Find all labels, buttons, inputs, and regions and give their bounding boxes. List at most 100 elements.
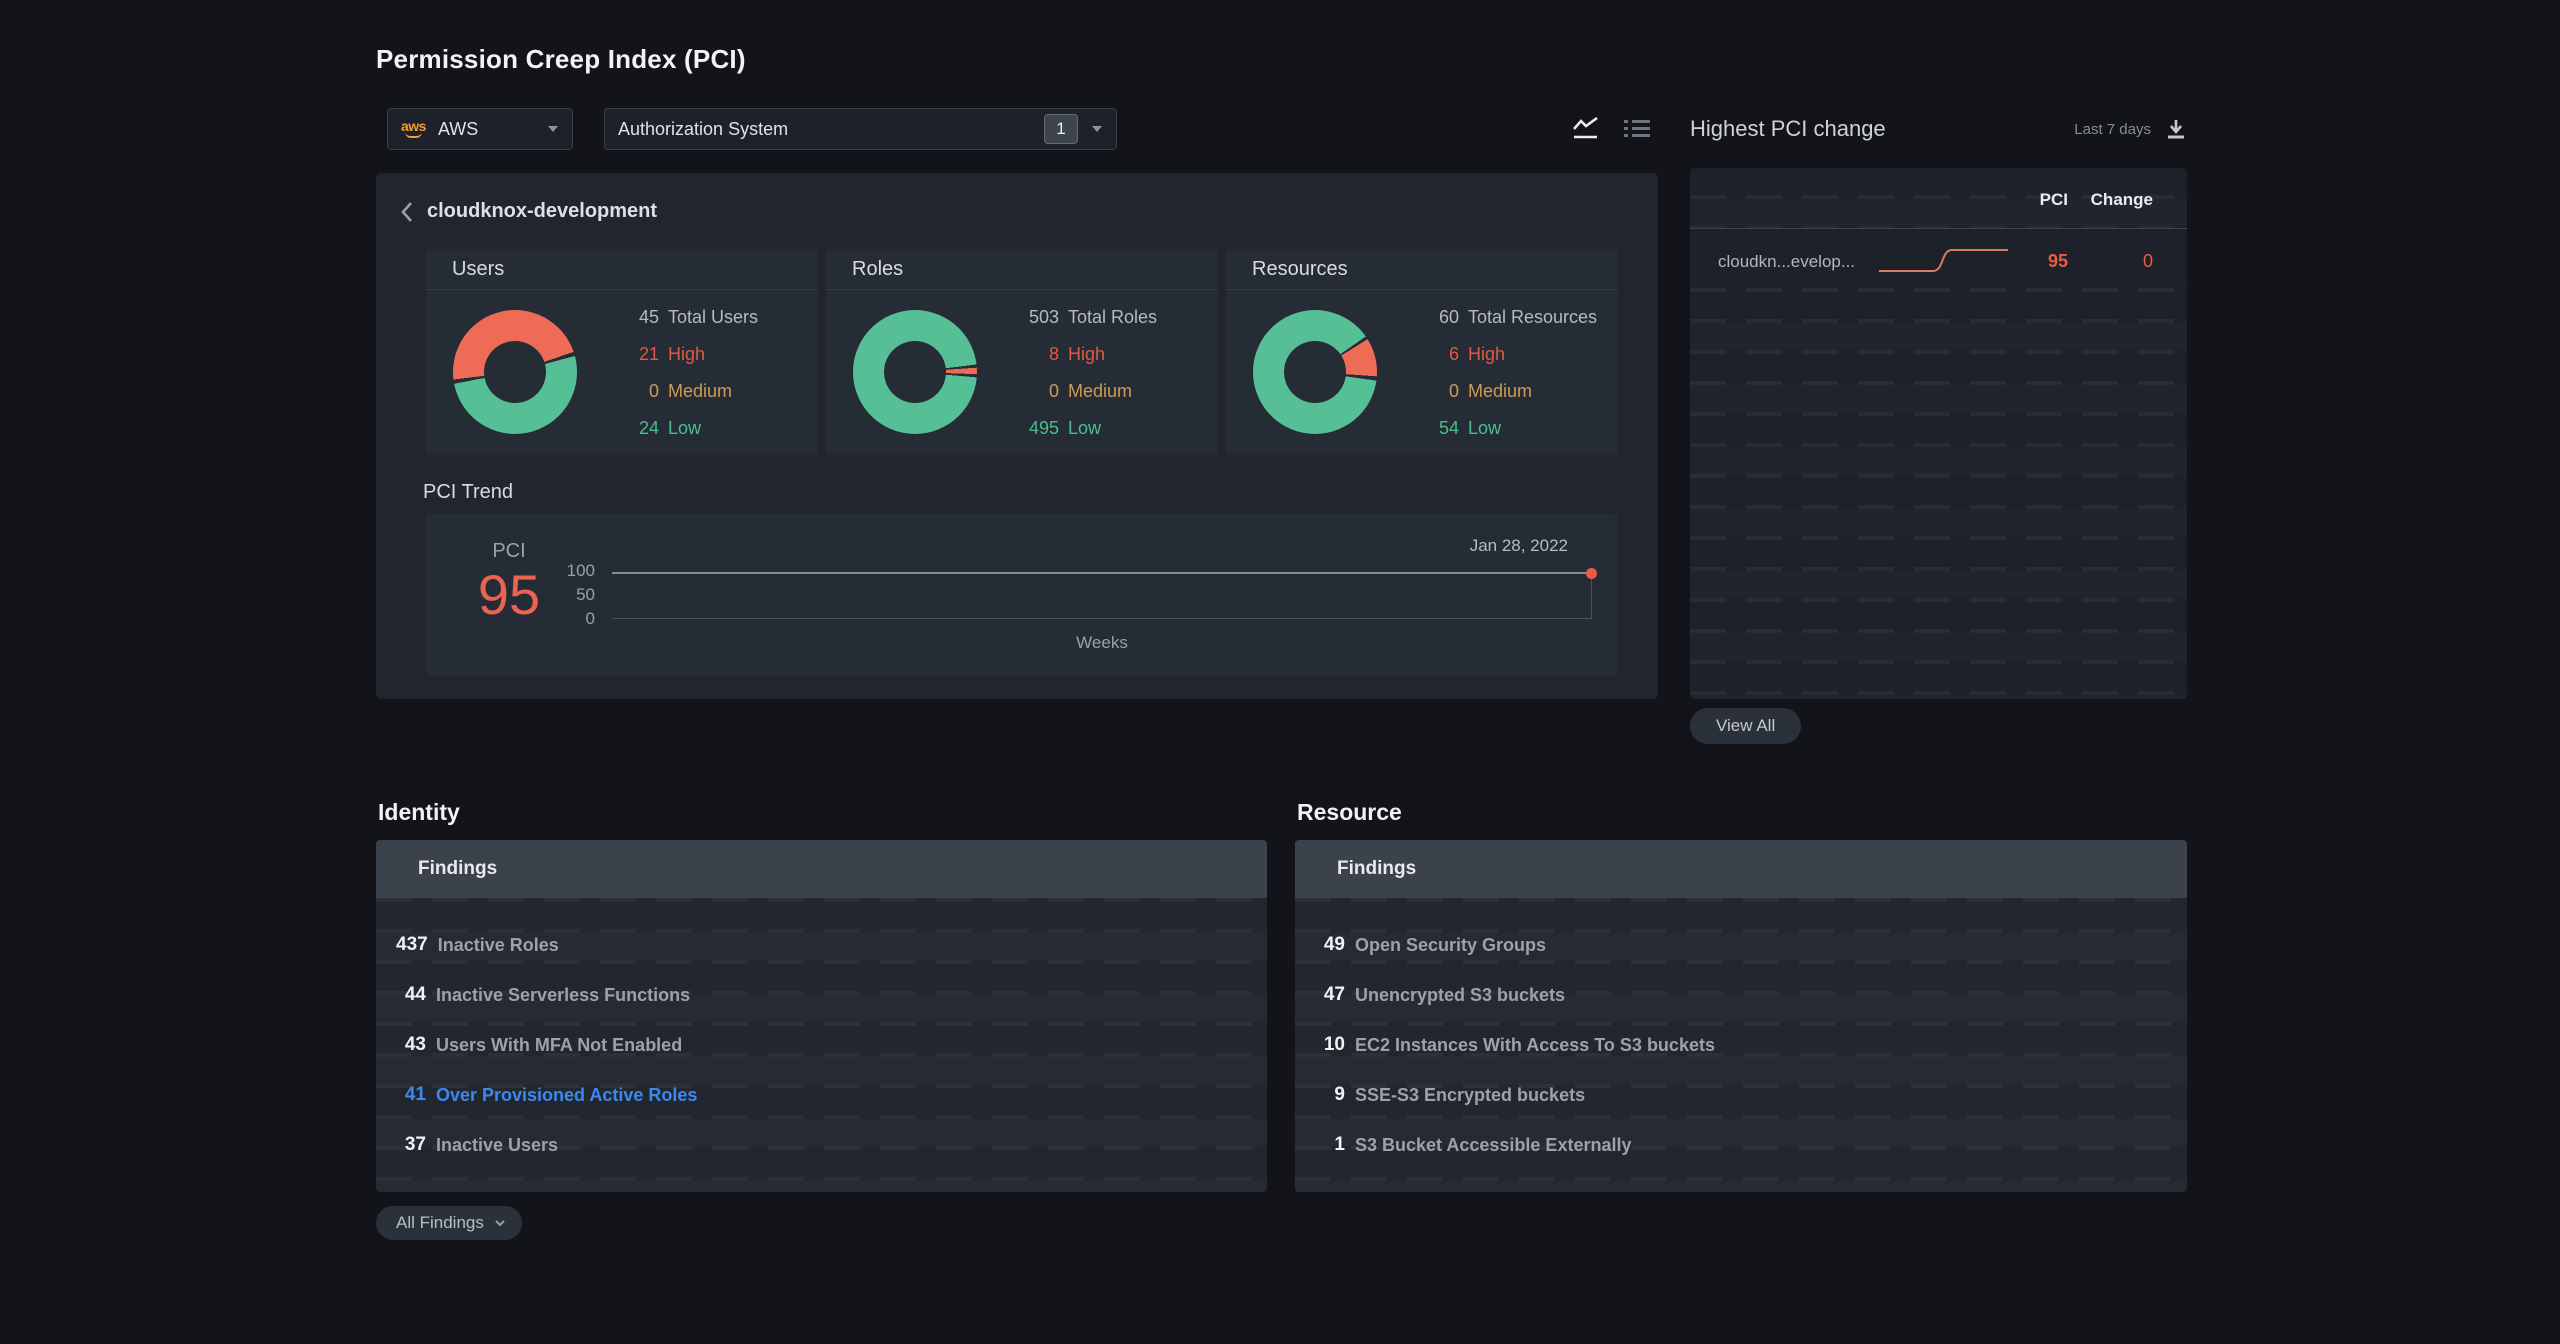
resource-findings-card: Findings 49 Open Security Groups 47 Unen… — [1295, 840, 2187, 1192]
finding-label: SSE-S3 Encrypted buckets — [1355, 1084, 1586, 1105]
row-change-value: 0 — [2142, 251, 2153, 271]
stat-label: High — [668, 344, 706, 364]
stat-count: 24 — [638, 418, 659, 438]
endpoint-guide-line — [1591, 574, 1592, 618]
pci-system-panel: cloudknox-development Users 45 Total User… — [376, 173, 1658, 699]
stat-label: High — [1468, 344, 1506, 364]
stat-count: 21 — [638, 344, 659, 364]
risk-summary-cards: Users 45 Total Users 21 High 0 Medium 24 Low — [426, 249, 1618, 455]
finding-row[interactable]: 437 Inactive Roles — [376, 920, 1267, 970]
finding-row-link[interactable]: 41 Over Provisioned Active Roles — [376, 1070, 1267, 1120]
finding-row[interactable]: 9 SSE-S3 Encrypted buckets — [1295, 1070, 2187, 1120]
chart-view-toggle-icon[interactable] — [1572, 117, 1600, 141]
chevron-down-icon — [495, 1220, 505, 1227]
stat-count: 54 — [1438, 418, 1459, 438]
stat-count: 495 — [1028, 418, 1059, 438]
finding-count: 437 — [396, 934, 428, 955]
y-tick-50: 50 — [576, 585, 595, 604]
stat-label: Medium — [1468, 381, 1533, 401]
download-icon[interactable] — [2165, 118, 2187, 140]
pci-dashboard: Permission Creep Index (PCI) aws AWS Aut… — [376, 44, 2187, 1240]
filters-toolbar: aws AWS Authorization System 1 — [376, 108, 1658, 150]
stat-count: 8 — [1048, 344, 1059, 364]
finding-count: 43 — [404, 1034, 426, 1055]
finding-label: Open Security Groups — [1355, 934, 1547, 955]
finding-row[interactable]: 44 Inactive Serverless Functions — [376, 970, 1267, 1020]
pci-trend-title: PCI Trend — [423, 481, 514, 503]
resource-section-heading: Resource — [1297, 799, 1402, 825]
finding-row[interactable]: 43 Users With MFA Not Enabled — [376, 1020, 1267, 1070]
finding-count: 49 — [1323, 934, 1345, 955]
stat-label: High — [1068, 344, 1106, 364]
highest-pci-change-title: Highest PCI change — [1690, 116, 1886, 141]
stat-label: Low — [1468, 418, 1502, 438]
aws-logo-icon: aws — [401, 119, 426, 138]
finding-row[interactable]: 47 Unencrypted S3 buckets — [1295, 970, 2187, 1020]
finding-count: 41 — [404, 1084, 426, 1105]
roles-card: Roles 503 Total Roles 8 High 0 Medium 495 Lo… — [826, 249, 1218, 455]
identity-findings-header: Findings — [376, 840, 1267, 898]
all-findings-label: All Findings — [396, 1213, 484, 1232]
finding-label: Users With MFA Not Enabled — [436, 1034, 683, 1055]
row-system-name: cloudkn...evelop... — [1718, 252, 1856, 271]
pci-word: PCI — [492, 540, 526, 562]
stat-count: 503 — [1028, 307, 1059, 327]
finding-label: Inactive Serverless Functions — [436, 984, 691, 1005]
finding-row[interactable]: 49 Open Security Groups — [1295, 920, 2187, 970]
finding-count: 10 — [1323, 1034, 1345, 1055]
page-title: Permission Creep Index (PCI) — [376, 44, 746, 74]
stat-label: Total Resources — [1468, 307, 1598, 327]
y-tick-0: 0 — [585, 609, 595, 628]
roles-risk-donut-chart — [853, 309, 977, 434]
finding-row[interactable]: 1 S3 Bucket Accessible Externally — [1295, 1120, 2187, 1170]
all-findings-button[interactable]: All Findings — [376, 1206, 522, 1240]
column-header-pci: PCI — [2039, 190, 2068, 209]
stat-count: 60 — [1438, 307, 1459, 327]
x-axis-line — [612, 618, 1592, 619]
pci-trend-chart: PCI 95 100 50 0 Jan 28, 2022 Weeks — [426, 514, 1618, 676]
finding-label: S3 Bucket Accessible Externally — [1355, 1134, 1632, 1155]
y-tick-100: 100 — [566, 561, 595, 580]
finding-count: 37 — [404, 1134, 426, 1155]
stat-label: Medium — [668, 381, 733, 401]
pci-current-value: 95 — [477, 563, 541, 626]
users-risk-donut-chart — [453, 309, 577, 434]
finding-row[interactable]: 10 EC2 Instances With Access To S3 bucke… — [1295, 1020, 2187, 1070]
row-pci-value: 95 — [2047, 251, 2068, 271]
stat-label: Total Users — [668, 307, 759, 327]
table-divider — [1690, 228, 2187, 229]
trend-line — [612, 572, 1592, 574]
finding-row[interactable]: 37 Inactive Users — [376, 1120, 1267, 1170]
stat-count: 0 — [1048, 381, 1059, 401]
view-all-button[interactable]: View All — [1690, 708, 1802, 744]
roles-card-title: Roles — [826, 249, 1218, 290]
resources-card: Resources 60 Total Resources 6 High 0 Mediu… — [1226, 249, 1618, 455]
highest-pci-change-panel: PCI Change cloudkn...evelop... 95 0 — [1690, 168, 2187, 699]
stat-count: 45 — [638, 307, 659, 327]
stat-label: Low — [668, 418, 702, 438]
stat-count: 0 — [648, 381, 659, 401]
table-row[interactable] — [1690, 229, 2187, 287]
finding-label: Over Provisioned Active Roles — [436, 1084, 698, 1105]
cloud-provider-select[interactable]: aws AWS — [387, 108, 573, 150]
finding-label: Unencrypted S3 buckets — [1355, 984, 1566, 1005]
resources-risk-donut-chart — [1253, 309, 1377, 434]
pci-sparkline-chart — [1877, 242, 2010, 283]
authorization-system-count: 1 — [1044, 114, 1078, 144]
trend-end-date: Jan 28, 2022 — [1469, 536, 1568, 555]
resource-findings-header: Findings — [1295, 840, 2187, 898]
authorization-system-select[interactable]: Authorization System 1 — [604, 108, 1117, 150]
authorization-system-label: Authorization System — [618, 118, 789, 139]
identity-section-heading: Identity — [378, 799, 460, 825]
stat-label: Total Roles — [1068, 307, 1158, 327]
view-toggle-group — [1572, 117, 1658, 141]
back-chevron-icon[interactable] — [400, 201, 414, 223]
list-view-toggle-icon[interactable] — [1624, 118, 1650, 140]
finding-label: Inactive Users — [436, 1134, 559, 1155]
users-card-title: Users — [426, 249, 818, 290]
finding-count: 9 — [1334, 1084, 1345, 1105]
stat-label: Low — [1068, 418, 1102, 438]
column-header-change: Change — [2090, 190, 2153, 209]
stat-count: 0 — [1448, 381, 1459, 401]
finding-count: 47 — [1323, 984, 1345, 1005]
